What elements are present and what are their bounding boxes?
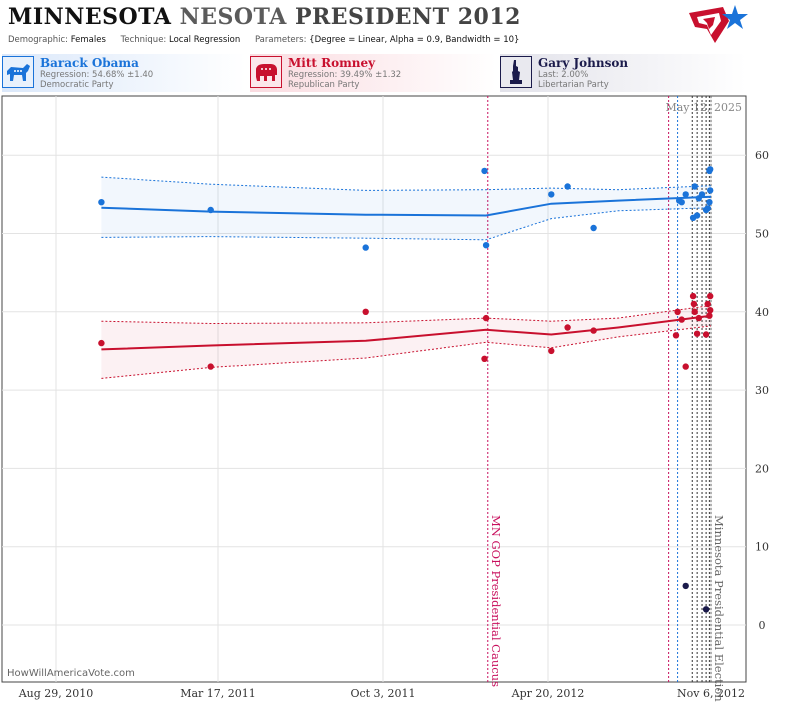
page-title: MINNESOTA NESOTA PRESIDENT 2012 xyxy=(8,4,521,30)
poll-point xyxy=(98,339,105,347)
candidate-stat: Last: 2.00% xyxy=(538,70,589,80)
poll-point xyxy=(362,244,369,251)
poll-point xyxy=(548,347,555,355)
poll-point xyxy=(690,300,698,308)
poll-point xyxy=(481,167,488,175)
poll-point xyxy=(691,308,698,315)
y-tick-label: 40 xyxy=(755,306,769,319)
candidate-obama: Barack Obama Regression: 54.68% ±1.40 De… xyxy=(2,54,246,92)
y-tick-label: 20 xyxy=(755,462,769,475)
poll-point xyxy=(706,312,713,319)
candidate-name: Gary Johnson xyxy=(538,56,629,70)
band-upper-line xyxy=(101,176,712,191)
y-tick-label: 60 xyxy=(755,149,769,162)
candidate-party: Republican Party xyxy=(288,80,360,90)
site-logo-icon xyxy=(689,5,748,43)
candidate-stat: Regression: 54.68% ±1.40 xyxy=(40,70,154,80)
poll-point xyxy=(682,191,689,198)
poll-point xyxy=(693,330,701,337)
poll-point xyxy=(678,316,685,323)
candidate-party: Libertarian Party xyxy=(538,80,609,90)
poll-point xyxy=(590,327,597,334)
poll-point xyxy=(98,199,105,206)
statue-of-liberty-icon xyxy=(500,56,532,88)
demographic-value: Females xyxy=(70,35,106,45)
y-tick-label: 30 xyxy=(755,384,769,397)
poll-point xyxy=(689,292,697,300)
poll-point xyxy=(548,191,555,198)
poll-point xyxy=(704,300,711,308)
poll-point xyxy=(691,183,698,190)
elephant-icon xyxy=(250,56,282,88)
poll-point xyxy=(207,363,214,370)
title-mid: NESOTA xyxy=(179,4,287,30)
demographic-label: Demographic: xyxy=(8,35,69,45)
candidate-stat: Regression: 39.49% ±1.32 xyxy=(288,70,402,80)
poll-point xyxy=(482,314,490,322)
chart-parameters: Demographic: Females Technique: Local Re… xyxy=(8,35,531,45)
poll-point xyxy=(707,187,714,194)
y-tick-label: 50 xyxy=(755,228,769,241)
poll-point xyxy=(682,363,689,370)
candidate-party: Democratic Party xyxy=(40,80,114,90)
donkey-icon xyxy=(2,56,34,88)
poll-point xyxy=(590,224,597,232)
event-label: MN GOP Presidential Caucus xyxy=(489,515,503,687)
parameters-label: Parameters: xyxy=(254,35,307,45)
poll-point xyxy=(672,332,680,339)
poll-point xyxy=(702,606,710,613)
x-tick-label: Mar 17, 2011 xyxy=(180,687,256,700)
technique-label: Technique: xyxy=(120,35,167,45)
poll-point xyxy=(207,206,214,214)
poll-point xyxy=(695,314,702,322)
poll-point xyxy=(698,191,706,198)
confidence-band xyxy=(101,177,711,240)
y-tick-label: 0 xyxy=(759,619,766,632)
poll-point xyxy=(362,308,369,315)
title-rest: PRESIDENT 2012 xyxy=(294,4,521,30)
title-state: MINNESOTA xyxy=(8,4,172,30)
candidate-romney: Mitt Romney Regression: 39.49% ±1.32 Rep… xyxy=(250,54,496,92)
candidate-johnson: Gary Johnson Last: 2.00% Libertarian Par… xyxy=(500,54,746,92)
candidate-name: Barack Obama xyxy=(40,56,139,70)
x-tick-label: Apr 20, 2012 xyxy=(511,687,585,700)
site-credit: HowWillAmericaVote.com xyxy=(7,668,135,679)
band-lower-line xyxy=(101,207,712,241)
plot-frame xyxy=(1,95,747,683)
x-tick-label: Oct 3, 2011 xyxy=(350,687,415,700)
x-tick-label: Nov 6, 2012 xyxy=(677,687,745,700)
poll-point xyxy=(702,331,710,338)
event-label: Minnesota Presidential Election xyxy=(712,515,726,702)
poll-point xyxy=(707,166,714,173)
poll-point xyxy=(564,183,571,190)
poll-point xyxy=(674,308,681,315)
poll-point xyxy=(564,324,571,331)
report-date: May 12, 2025 xyxy=(665,101,742,114)
poll-point xyxy=(481,355,488,362)
candidate-name: Mitt Romney xyxy=(288,56,376,70)
poll-point xyxy=(707,307,714,314)
trend-line xyxy=(101,314,712,351)
poll-point xyxy=(707,292,714,300)
y-tick-label: 10 xyxy=(755,541,769,554)
poll-point xyxy=(482,242,490,249)
parameters-value: {Degree = Linear, Alpha = 0.9, Bandwidth… xyxy=(309,35,520,45)
poll-point xyxy=(693,212,701,219)
poll-point xyxy=(706,199,713,206)
poll-point xyxy=(678,199,685,206)
technique-value: Local Regression xyxy=(169,35,241,45)
x-tick-label: Aug 29, 2010 xyxy=(18,687,94,700)
poll-point xyxy=(704,205,711,212)
poll-point xyxy=(682,582,689,590)
